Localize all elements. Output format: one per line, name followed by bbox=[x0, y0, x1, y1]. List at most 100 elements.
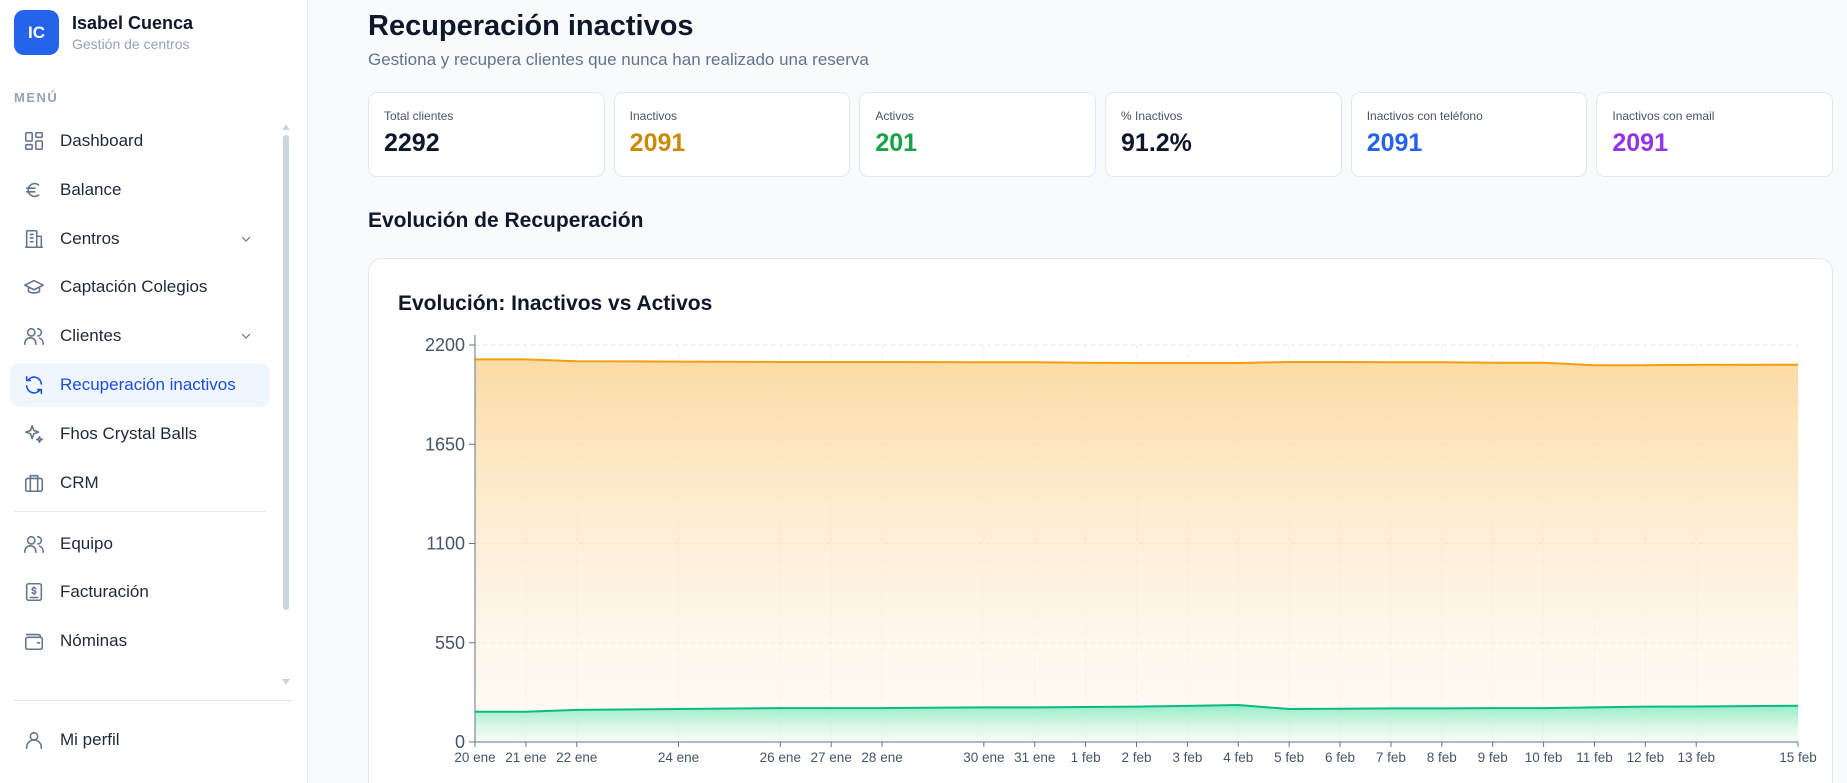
chart-title: Evolución: Inactivos vs Activos bbox=[398, 292, 713, 315]
series-line-0[interactable] bbox=[475, 358, 1799, 367]
x-tick-label: 13 feb bbox=[1677, 750, 1715, 765]
users-icon bbox=[23, 325, 45, 347]
sidebar-item-label: Facturación bbox=[60, 582, 149, 602]
dashboard-icon bbox=[23, 130, 45, 152]
wallet-icon bbox=[23, 630, 45, 652]
stat-value: 2292 bbox=[384, 129, 440, 157]
series-area-0 bbox=[475, 359, 1798, 742]
stat-label: Total clientes bbox=[384, 109, 454, 123]
graduation-cap-icon bbox=[23, 276, 45, 298]
sidebar-item-label: Centros bbox=[60, 228, 120, 248]
sidebar-item-crm[interactable]: CRM bbox=[10, 461, 270, 505]
user-icon bbox=[23, 729, 45, 751]
sidebar-item-recuperacion-inactivos[interactable]: Recuperación inactivos bbox=[10, 362, 270, 407]
brand-text: Isabel Cuenca Gestión de centros bbox=[72, 12, 193, 54]
sidebar-item-label: Mi perfil bbox=[60, 730, 120, 749]
y-tick-label: 550 bbox=[435, 633, 465, 653]
stat-card-pct-inactivos: % Inactivos 91.2% bbox=[1105, 92, 1342, 177]
x-tick-label: 28 ene bbox=[861, 750, 902, 765]
sidebar-item-nominas[interactable]: Nóminas bbox=[10, 619, 270, 663]
x-tick-label: 27 ene bbox=[811, 750, 852, 765]
invoice-icon bbox=[23, 581, 45, 603]
sidebar-item-label: Nóminas bbox=[60, 631, 128, 651]
stat-card-activos: Activos 201 bbox=[859, 92, 1097, 177]
x-tick-label: 10 feb bbox=[1525, 750, 1563, 765]
x-tick-label: 20 ene bbox=[454, 750, 495, 765]
sidebar-item-label: Clientes bbox=[60, 326, 122, 346]
building-icon bbox=[23, 228, 45, 250]
x-tick-label: 2 feb bbox=[1121, 750, 1151, 765]
chevron-down-icon[interactable] bbox=[238, 231, 254, 247]
sidebar-item-label: Balance bbox=[60, 179, 122, 199]
chart-axes bbox=[469, 335, 1799, 747]
stat-value: 2091 bbox=[629, 129, 686, 157]
stat-card-total-clientes: Total clientes 2292 bbox=[368, 92, 605, 177]
sidebar-item-equipo[interactable]: Equipo bbox=[10, 522, 270, 566]
section-title: Evolución de Recuperación bbox=[368, 209, 644, 232]
brand[interactable]: IC Isabel Cuenca Gestión de centros bbox=[14, 10, 193, 55]
stat-value: 201 bbox=[875, 129, 918, 157]
stat-card-inactivos: Inactivos 2091 bbox=[613, 92, 851, 177]
page-subtitle: Gestiona y recupera clientes que nunca h… bbox=[368, 50, 869, 69]
sidebar-item-dashboard[interactable]: Dashboard bbox=[10, 119, 270, 163]
x-tick-label: 4 feb bbox=[1223, 750, 1253, 765]
stat-card-inactivos-telefono: Inactivos con teléfono 2091 bbox=[1350, 92, 1588, 177]
scroll-up-arrow[interactable] bbox=[282, 124, 290, 130]
x-tick-label: 22 ene bbox=[556, 750, 597, 765]
sidebar-nav: Dashboard Balance Centros Captación Cole… bbox=[10, 119, 270, 668]
x-tick-label: 9 feb bbox=[1478, 750, 1508, 765]
x-tick-label: 30 ene bbox=[963, 750, 1004, 765]
stat-value: 2091 bbox=[1612, 129, 1668, 157]
chart-tick-labels: 0 550 1100 1650 2200 20 ene 21 ene 22 ene 24 ene… bbox=[425, 335, 1817, 765]
series-area-1 bbox=[475, 705, 1798, 742]
sidebar-item-balance[interactable]: Balance bbox=[10, 168, 270, 212]
profile-section: Mi perfil bbox=[10, 718, 270, 767]
euro-icon bbox=[23, 179, 45, 201]
chevron-down-icon[interactable] bbox=[238, 328, 254, 344]
sidebar-divider bbox=[14, 700, 292, 701]
users-icon bbox=[23, 533, 45, 555]
sidebar-item-captacion-colegios[interactable]: Captación Colegios bbox=[10, 265, 270, 309]
sidebar-scrollbar[interactable] bbox=[283, 135, 289, 610]
x-tick-label: 24 ene bbox=[658, 750, 699, 765]
sidebar-item-label: Dashboard bbox=[60, 131, 144, 150]
x-tick-label: 7 feb bbox=[1376, 750, 1406, 765]
stat-value: 2091 bbox=[1366, 129, 1423, 157]
stat-value: 91.2% bbox=[1121, 129, 1192, 157]
brand-subtitle: Gestión de centros bbox=[72, 35, 190, 52]
scroll-down-arrow[interactable] bbox=[282, 679, 290, 685]
y-tick-label: 0 bbox=[455, 732, 465, 752]
chart-areas bbox=[475, 358, 1799, 742]
sidebar-item-clientes[interactable]: Clientes bbox=[10, 314, 270, 358]
stat-label: Inactivos con email bbox=[1612, 109, 1715, 123]
chart-card: Evolución: Inactivos vs Activos 0 550 1100… bbox=[368, 258, 1833, 783]
y-tick-label: 1100 bbox=[426, 534, 465, 554]
brand-name: Isabel Cuenca bbox=[72, 12, 194, 33]
stat-label: Inactivos bbox=[629, 109, 678, 123]
x-tick-label: 21 ene bbox=[505, 750, 546, 765]
page-title: Recuperación inactivos bbox=[368, 10, 694, 42]
y-tick-label: 2200 bbox=[425, 335, 465, 355]
sidebar-item-mi-perfil[interactable]: Mi perfil bbox=[10, 718, 270, 762]
x-tick-label: 12 feb bbox=[1627, 750, 1665, 765]
x-tick-label: 6 feb bbox=[1325, 750, 1355, 765]
sidebar-item-label: Recuperación inactivos bbox=[60, 374, 236, 394]
x-tick-label: 8 feb bbox=[1427, 750, 1457, 765]
stat-label: Activos bbox=[875, 109, 915, 123]
avatar: IC bbox=[14, 10, 59, 55]
stat-label: Inactivos con teléfono bbox=[1366, 109, 1483, 123]
sidebar-item-centros[interactable]: Centros bbox=[10, 217, 270, 261]
sidebar: IC Isabel Cuenca Gestión de centros MENÚ… bbox=[0, 0, 308, 783]
x-tick-label: 15 feb bbox=[1779, 750, 1817, 765]
x-tick-label: 26 ene bbox=[760, 750, 801, 765]
sparkles-icon bbox=[23, 423, 45, 445]
x-tick-label: 5 feb bbox=[1274, 750, 1304, 765]
menu-label: MENÚ bbox=[14, 90, 59, 105]
series-line-1[interactable] bbox=[475, 703, 1799, 713]
sidebar-item-label: Fhos Crystal Balls bbox=[60, 423, 197, 443]
sidebar-item-facturacion[interactable]: Facturación bbox=[10, 570, 270, 614]
stats-row: Total clientes 2292 Inactivos 2091 Activ… bbox=[368, 92, 1834, 177]
sidebar-item-label: Captación Colegios bbox=[60, 277, 208, 297]
sidebar-item-fhos-crystal-balls[interactable]: Fhos Crystal Balls bbox=[10, 412, 270, 456]
refresh-icon bbox=[23, 374, 45, 396]
